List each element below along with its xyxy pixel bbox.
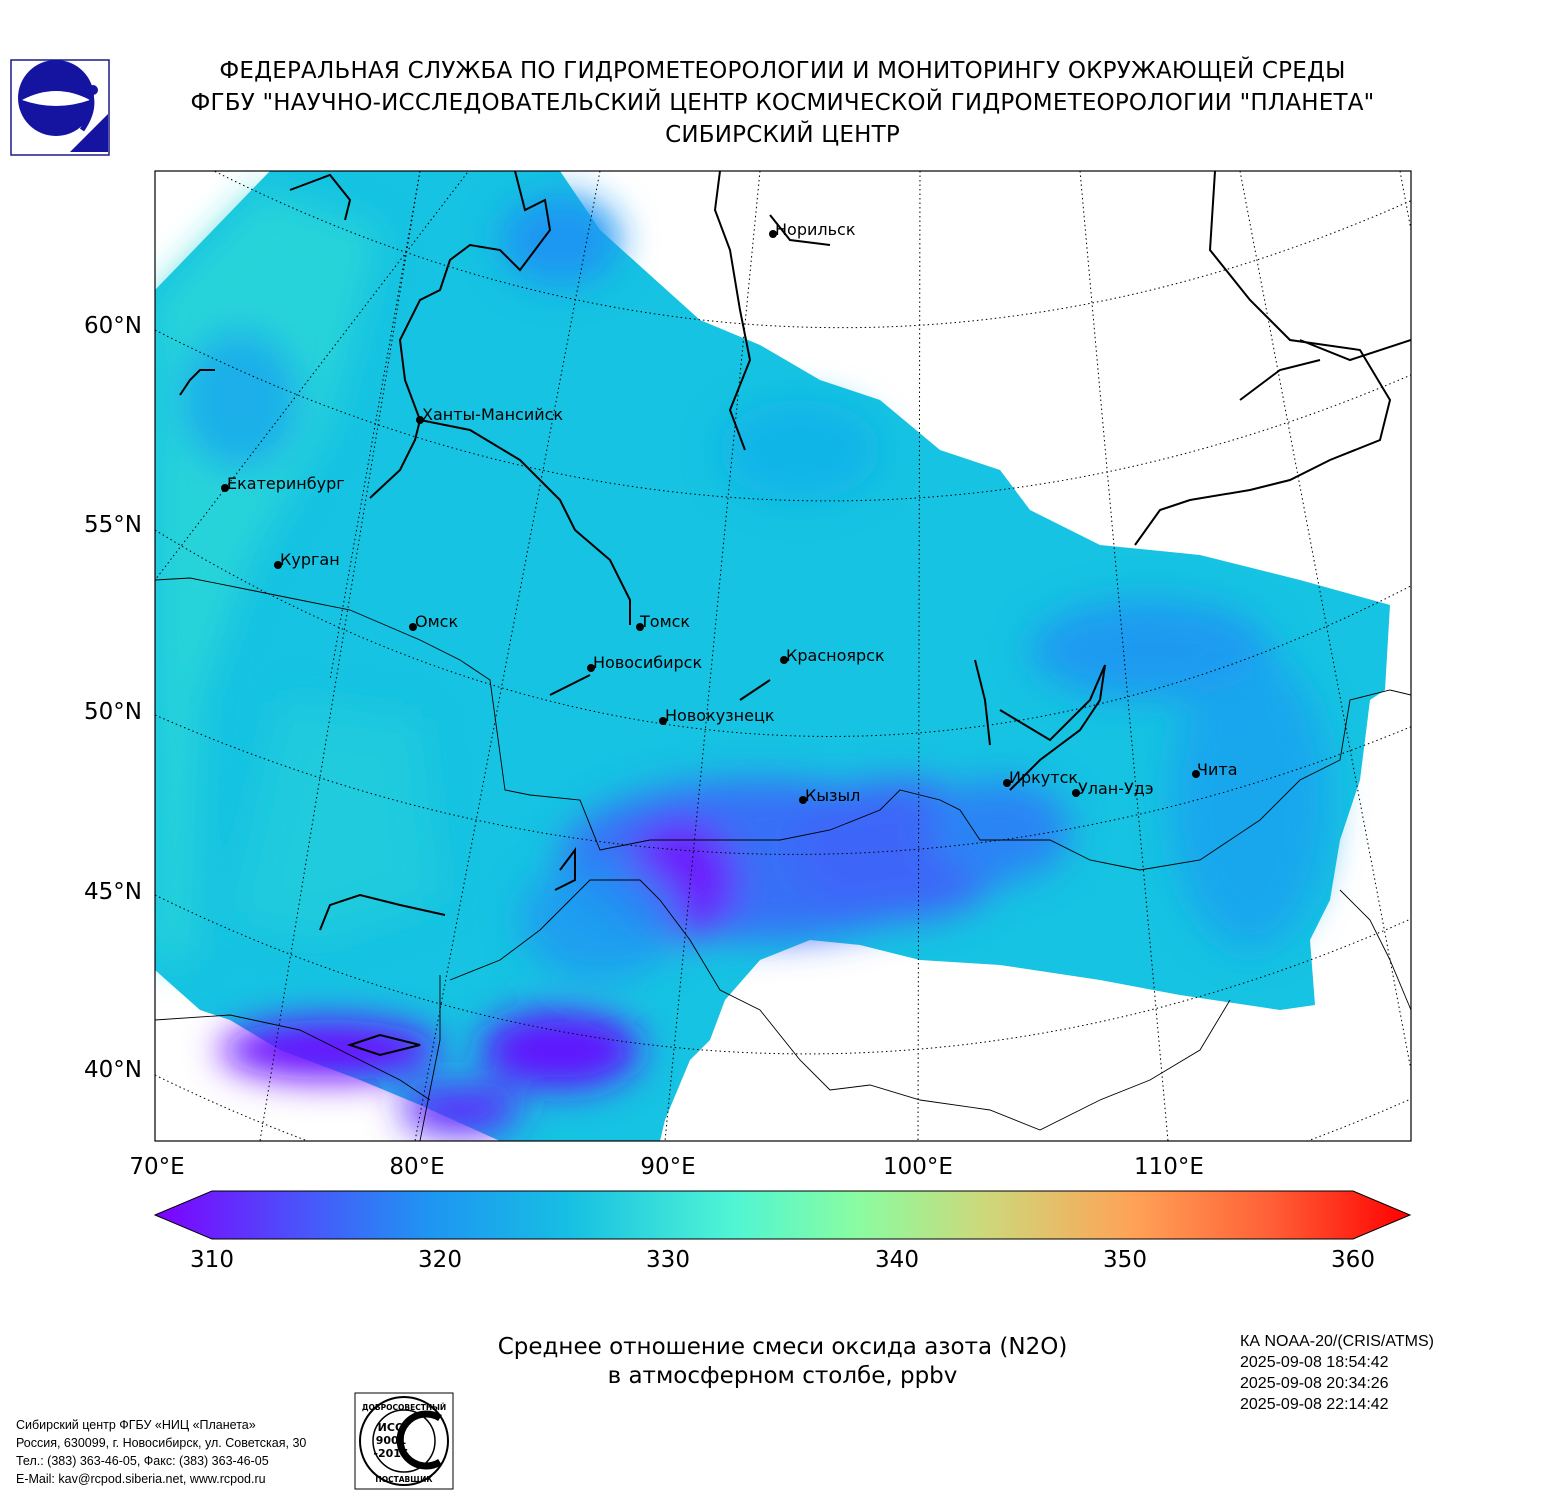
coastlines — [179, 171, 1411, 1057]
city-label: Иркутск — [1009, 768, 1078, 787]
city-marker — [409, 623, 417, 631]
map-frame — [154, 170, 1412, 1142]
lat-label: 40°N — [84, 1057, 142, 1083]
contact-line: Тел.: (383) 363-46-05, Факс: (383) 363-4… — [16, 1454, 269, 1468]
city-label: Красноярск — [786, 646, 885, 665]
colorbar-tick: 350 — [1103, 1247, 1147, 1273]
iso-stamp-num: 9001 — [376, 1434, 407, 1447]
satellite-name: КА NOAA-20/(CRIS/ATMS) — [1240, 1333, 1434, 1350]
colorbar-tick: 320 — [418, 1247, 462, 1273]
map-area: Норильск Ханты-Мансийск Екатеринбург Кур… — [155, 171, 1411, 1141]
city-label: Томск — [639, 612, 690, 631]
city-marker — [769, 230, 777, 238]
satellite-time: 2025-09-08 18:54:42 — [1240, 1354, 1389, 1371]
city-marker — [416, 416, 424, 424]
satellite-time: 2025-09-08 20:34:26 — [1240, 1375, 1389, 1392]
planeta-logo — [10, 59, 110, 156]
colorbar-tick: 360 — [1331, 1247, 1375, 1273]
city-marker — [1192, 770, 1200, 778]
lon-label: 80°E — [389, 1154, 444, 1180]
iso-stamp-top: ДОБРОСОВЕСТНЫЙ — [362, 1403, 446, 1412]
lat-label: 60°N — [84, 313, 142, 339]
iso-stamp-year: -2015 — [373, 1447, 408, 1460]
data-swath — [155, 171, 1390, 1141]
city-label: Ханты-Мансийск — [422, 405, 563, 424]
lat-label: 55°N — [84, 512, 142, 538]
city-label: Екатеринбург — [227, 474, 345, 493]
city-label: Новосибирск — [593, 653, 702, 672]
city-label: Кызыл — [805, 786, 860, 805]
lat-labels: 60°N 55°N 50°N 45°N 40°N — [84, 313, 142, 1083]
contact-line: Россия, 630099, г. Новосибирск, ул. Сове… — [16, 1436, 307, 1450]
city-label: Чита — [1197, 760, 1238, 779]
city-marker — [1003, 779, 1011, 787]
city-marker — [659, 717, 667, 725]
lat-label: 45°N — [84, 879, 142, 905]
city-marker — [587, 664, 595, 672]
contact-line: E-Mail: kav@rcpod.siberia.net, www.rcpod… — [16, 1472, 266, 1486]
satellite-time: 2025-09-08 22:14:42 — [1240, 1396, 1389, 1413]
city-marker — [636, 623, 644, 631]
city-marker — [799, 796, 807, 804]
city-markers — [221, 230, 1200, 804]
colorbar — [153, 1190, 1412, 1240]
borders — [155, 577, 1411, 1141]
city-label: Улан-Удэ — [1078, 779, 1154, 798]
lon-label: 90°E — [640, 1154, 695, 1180]
city-label: Курган — [280, 550, 340, 569]
city-marker — [1072, 789, 1080, 797]
header-line-3: СИБИРСКИЙ ЦЕНТР — [665, 122, 900, 148]
city-marker — [221, 484, 229, 492]
city-label: Новокузнецк — [665, 706, 775, 725]
colorbar-ticks: 310 320 330 340 350 360 — [190, 1247, 1375, 1273]
lon-labels: 70°E 80°E 90°E 100°E 110°E — [129, 1154, 1204, 1180]
contact-info: Сибирский центр ФГБУ «НИЦ «Планета» Росс… — [16, 1416, 306, 1488]
colorbar-tick: 340 — [875, 1247, 919, 1273]
colorbar-tick: 310 — [190, 1247, 234, 1273]
city-label: Омск — [415, 612, 458, 631]
lon-label: 70°E — [129, 1154, 184, 1180]
subtitle-line-2: в атмосферном столбе, ppbv — [607, 1363, 958, 1389]
city-marker — [780, 656, 788, 664]
city-labels: Норильск Ханты-Мансийск Екатеринбург Кур… — [227, 220, 1238, 805]
subtitle-line-1: Среднее отношение смеси оксида азота (N2… — [497, 1334, 1068, 1360]
colorbar-tick: 330 — [646, 1247, 690, 1273]
lat-label: 50°N — [84, 699, 142, 725]
iso-stamp-bottom: ПОСТАВЩИК — [375, 1475, 433, 1484]
iso-stamp-iso: ИСО — [378, 1421, 405, 1434]
city-label: Норильск — [775, 220, 856, 239]
city-marker — [274, 561, 282, 569]
lon-label: 100°E — [883, 1154, 953, 1180]
iso-stamp: ДОБРОСОВЕСТНЫЙ ИСО 9001 -2015 ПОСТАВЩИК — [354, 1392, 454, 1490]
lon-label: 110°E — [1134, 1154, 1204, 1180]
header-line-2: ФГБУ "НАУЧНО-ИССЛЕДОВАТЕЛЬСКИЙ ЦЕНТР КОС… — [190, 90, 1375, 116]
contact-line: Сибирский центр ФГБУ «НИЦ «Планета» — [16, 1418, 256, 1432]
header-line-1: ФЕДЕРАЛЬНАЯ СЛУЖБА ПО ГИДРОМЕТЕОРОЛОГИИ … — [219, 58, 1346, 84]
satellite-info: КА NOAA-20/(CRIS/ATMS) 2025-09-08 18:54:… — [1240, 1331, 1434, 1415]
